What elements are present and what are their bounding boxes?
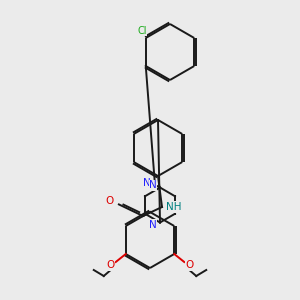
Text: O: O bbox=[106, 260, 115, 270]
Text: Cl: Cl bbox=[137, 26, 146, 36]
Text: N: N bbox=[149, 181, 157, 190]
Text: O: O bbox=[106, 196, 114, 206]
Text: N: N bbox=[143, 178, 151, 188]
Text: N: N bbox=[149, 220, 157, 230]
Text: NH: NH bbox=[166, 202, 182, 212]
Text: O: O bbox=[185, 260, 194, 270]
